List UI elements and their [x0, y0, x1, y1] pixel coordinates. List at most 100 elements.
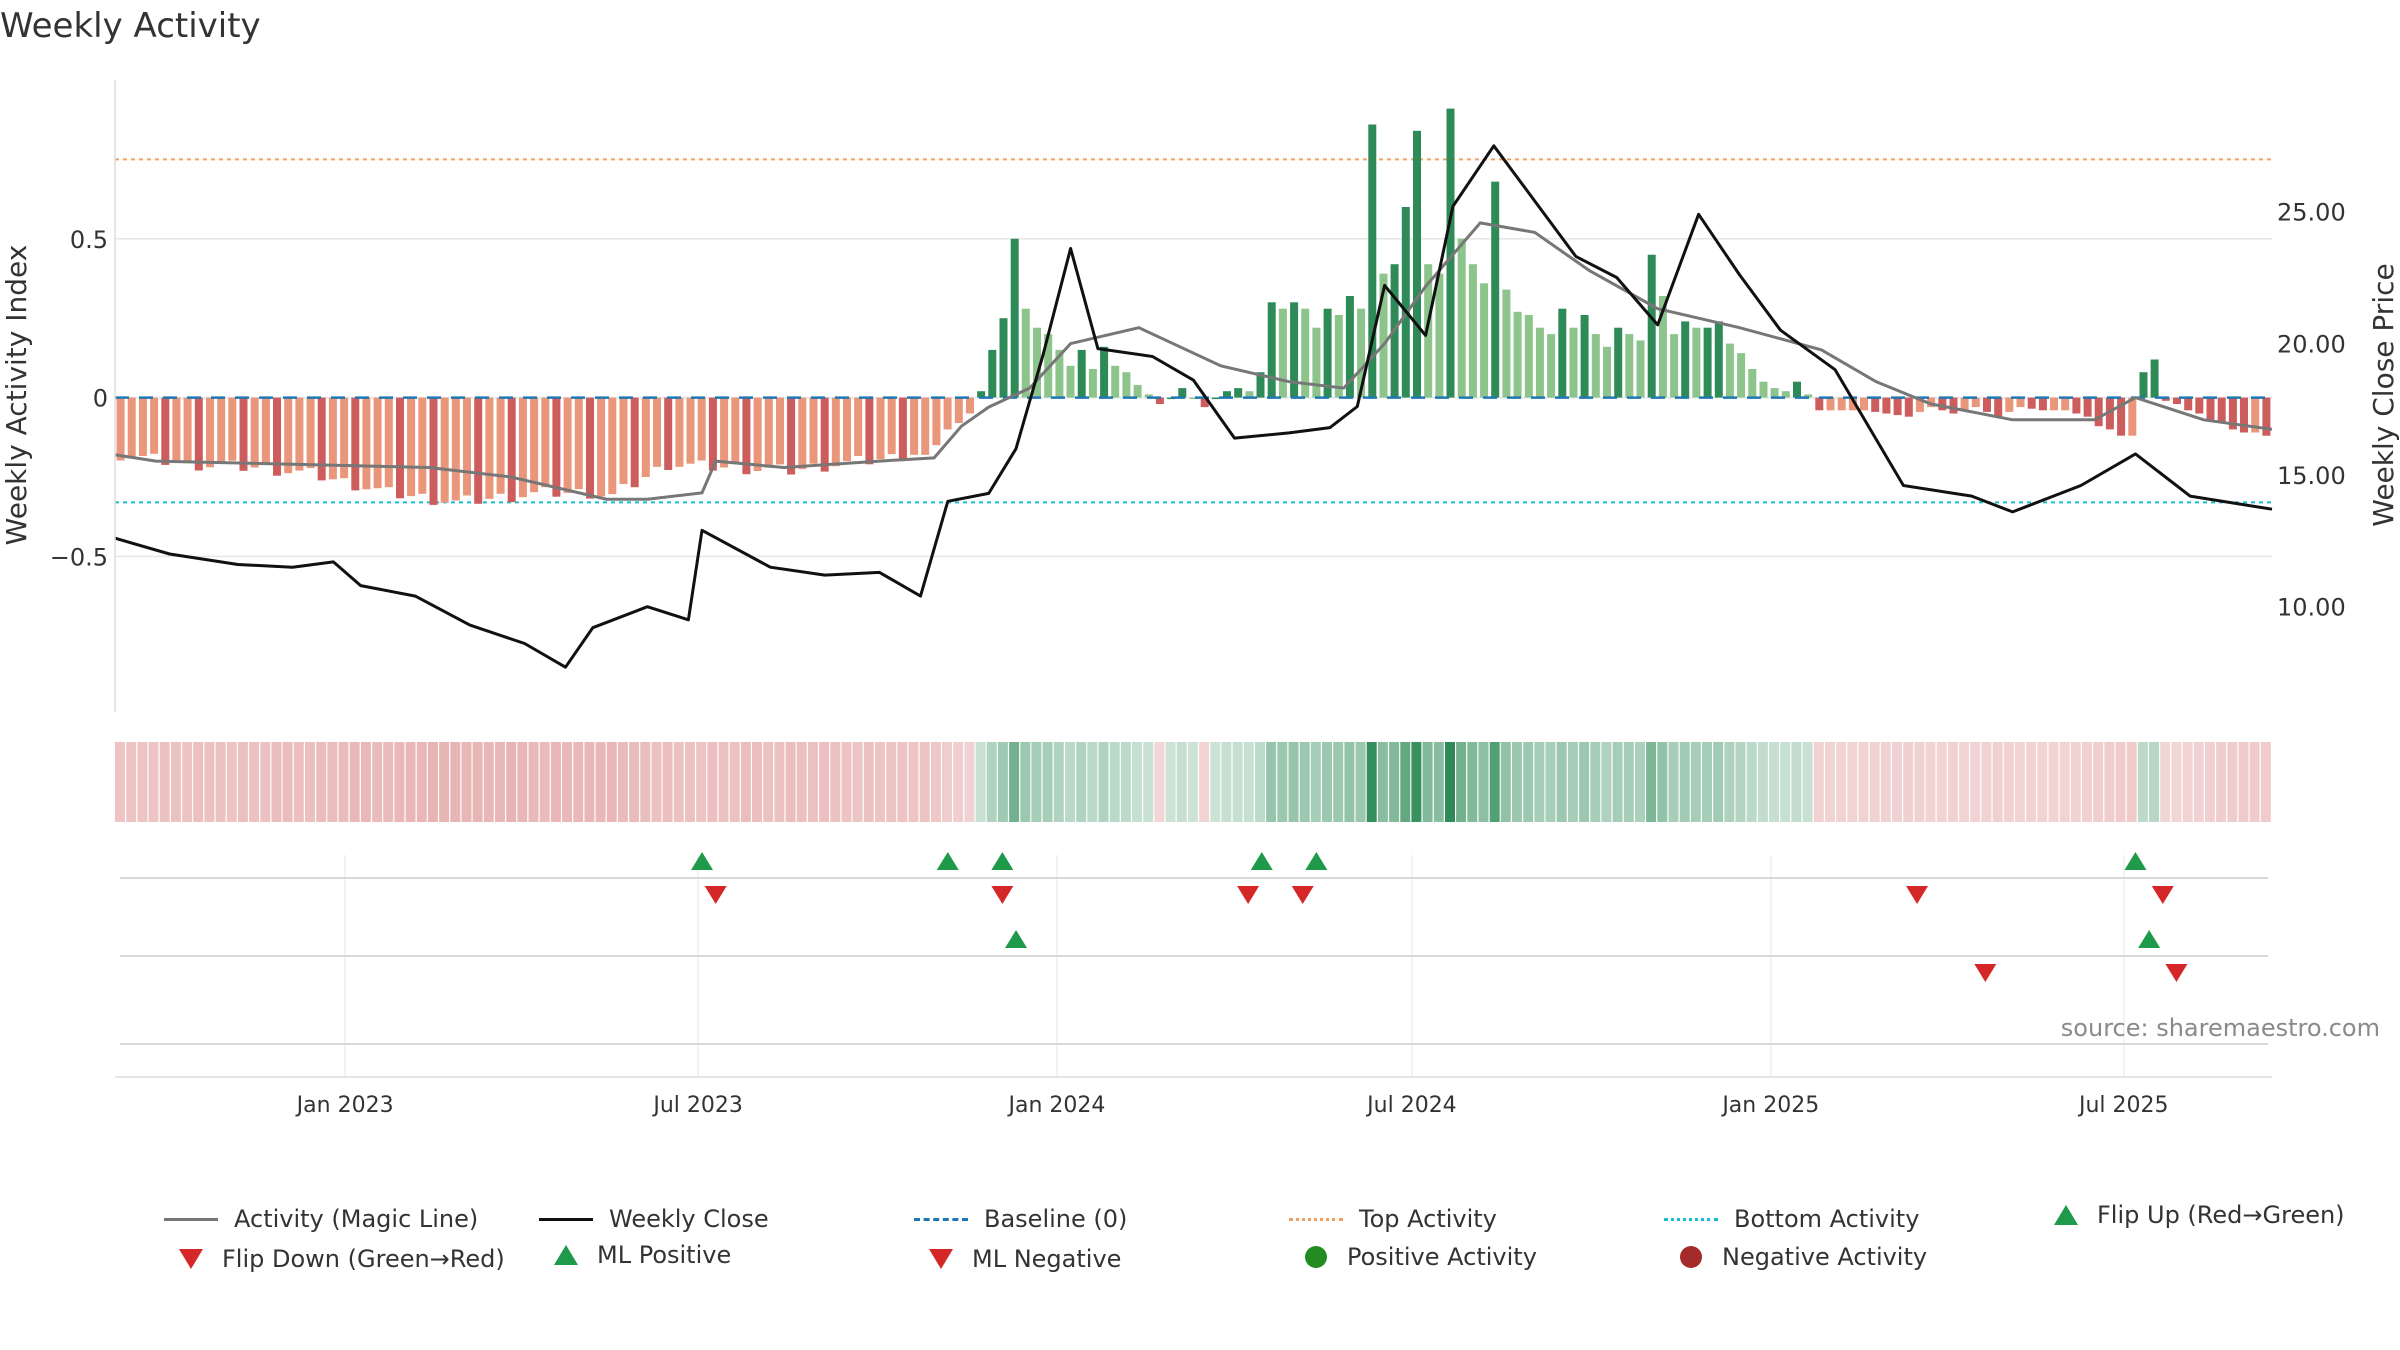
- heat-cell: [1489, 742, 1500, 822]
- heat-cell: [1020, 742, 1031, 822]
- activity-bar: [261, 397, 270, 465]
- ml-positive-marker: [1005, 930, 1028, 948]
- activity-bar: [485, 397, 494, 499]
- heat-cell: [1534, 742, 1545, 822]
- heat-cell: [1970, 742, 1981, 822]
- heat-cell: [204, 742, 215, 822]
- activity-bar: [407, 397, 416, 497]
- flip-down-marker: [1906, 886, 1929, 904]
- activity-bar: [2206, 397, 2215, 420]
- heat-cell: [137, 742, 148, 822]
- activity-bar: [1301, 308, 1310, 398]
- activity-bar: [1915, 397, 1924, 412]
- heat-cell: [1601, 742, 1612, 822]
- heat-cell: [1154, 742, 1165, 822]
- activity-bar: [496, 397, 505, 494]
- activity-bar: [552, 397, 561, 497]
- activity-bar: [1491, 181, 1500, 398]
- heat-cell: [1132, 742, 1142, 822]
- heat-cell: [662, 742, 673, 822]
- heat-cell: [1713, 742, 1724, 822]
- heat-cell: [1880, 742, 1891, 822]
- activity-bar: [463, 397, 471, 496]
- y-tick-label-left: −0.5: [50, 543, 108, 571]
- heat-cell: [1657, 742, 1668, 822]
- activity-bar: [1804, 394, 1813, 398]
- x-tick-label: Jul 2025: [2077, 1093, 2169, 1118]
- heat-cell: [1769, 742, 1780, 822]
- y-tick-label-right: 25.00: [2277, 199, 2346, 227]
- activity-bar: [943, 397, 952, 430]
- heat-cell: [1892, 742, 1902, 822]
- triangle-down-icon: [929, 1249, 953, 1269]
- activity-bar: [194, 397, 203, 471]
- heat-cell: [2249, 742, 2260, 822]
- activity-bar: [284, 397, 293, 474]
- legend: Activity (Magic Line) Weekly Close Basel…: [160, 1201, 2390, 1295]
- activity-bar: [1066, 365, 1075, 398]
- heat-cell: [1065, 742, 1075, 822]
- activity-bar: [1401, 207, 1410, 398]
- activity-bar: [2150, 359, 2159, 398]
- legend-label: Activity (Magic Line): [234, 1205, 479, 1233]
- legend-item-weekly-close: Weekly Close: [535, 1205, 769, 1233]
- heat-cell: [1333, 742, 1344, 822]
- heat-cell: [930, 742, 941, 822]
- activity-bar: [708, 397, 717, 471]
- heat-cell: [584, 742, 595, 822]
- activity-bar: [1379, 273, 1388, 398]
- flip-down-marker: [704, 886, 727, 904]
- heat-cell: [394, 742, 405, 822]
- legend-item-flip-up: Flip Up (Red→Green): [2035, 1201, 2345, 1229]
- activity-bar: [641, 397, 650, 477]
- heat-cell: [115, 742, 125, 822]
- activity-bar: [1010, 238, 1019, 398]
- heat-cell: [1076, 742, 1087, 822]
- flip-up-marker: [991, 852, 1014, 870]
- activity-bar: [742, 397, 751, 475]
- weekly-close-line: [114, 144, 2273, 669]
- activity-bar: [418, 397, 427, 494]
- activity-bar: [977, 391, 986, 398]
- legend-item-positive-activity: Positive Activity: [1285, 1243, 1537, 1271]
- activity-bar: [876, 397, 885, 460]
- heat-cell: [1724, 742, 1735, 822]
- heat-cell: [1400, 742, 1411, 822]
- heat-cell: [1545, 742, 1556, 822]
- heat-cell: [740, 742, 751, 822]
- activity-bar: [1345, 296, 1354, 398]
- heat-cell: [1903, 742, 1914, 822]
- activity-bar: [1513, 311, 1522, 398]
- heat-cell: [1042, 742, 1053, 822]
- heat-cell: [707, 742, 718, 822]
- activity-bar: [932, 397, 941, 446]
- heat-cell: [1981, 742, 1992, 822]
- heat-cell: [2238, 742, 2249, 822]
- activity-bar: [1100, 346, 1109, 398]
- activity-bar: [731, 397, 740, 465]
- heat-cell: [1355, 742, 1366, 822]
- activity-bar: [1703, 327, 1712, 398]
- activity-bar: [1781, 391, 1790, 398]
- heat-cell: [2093, 742, 2104, 822]
- ml-negative-marker: [1974, 964, 1997, 982]
- activity-bars: [116, 108, 2271, 505]
- heat-cell: [360, 742, 371, 822]
- heat-cell: [1165, 742, 1176, 822]
- heat-cell: [2070, 742, 2081, 822]
- heat-cell: [126, 742, 137, 822]
- heat-cell: [964, 742, 975, 822]
- heat-cell: [1802, 742, 1813, 822]
- activity-bar: [966, 397, 974, 414]
- activity-bar: [597, 397, 606, 497]
- heat-cell: [2227, 742, 2238, 822]
- activity-bar: [1189, 397, 1198, 400]
- activity-bar: [1480, 283, 1489, 398]
- activity-bar: [1021, 308, 1030, 398]
- heat-cell: [1120, 742, 1131, 822]
- activity-bar: [429, 397, 438, 505]
- heat-cell: [1456, 742, 1467, 822]
- activity-bar: [2072, 397, 2081, 414]
- heat-cell: [1366, 742, 1377, 822]
- legend-label: Negative Activity: [1722, 1243, 1928, 1271]
